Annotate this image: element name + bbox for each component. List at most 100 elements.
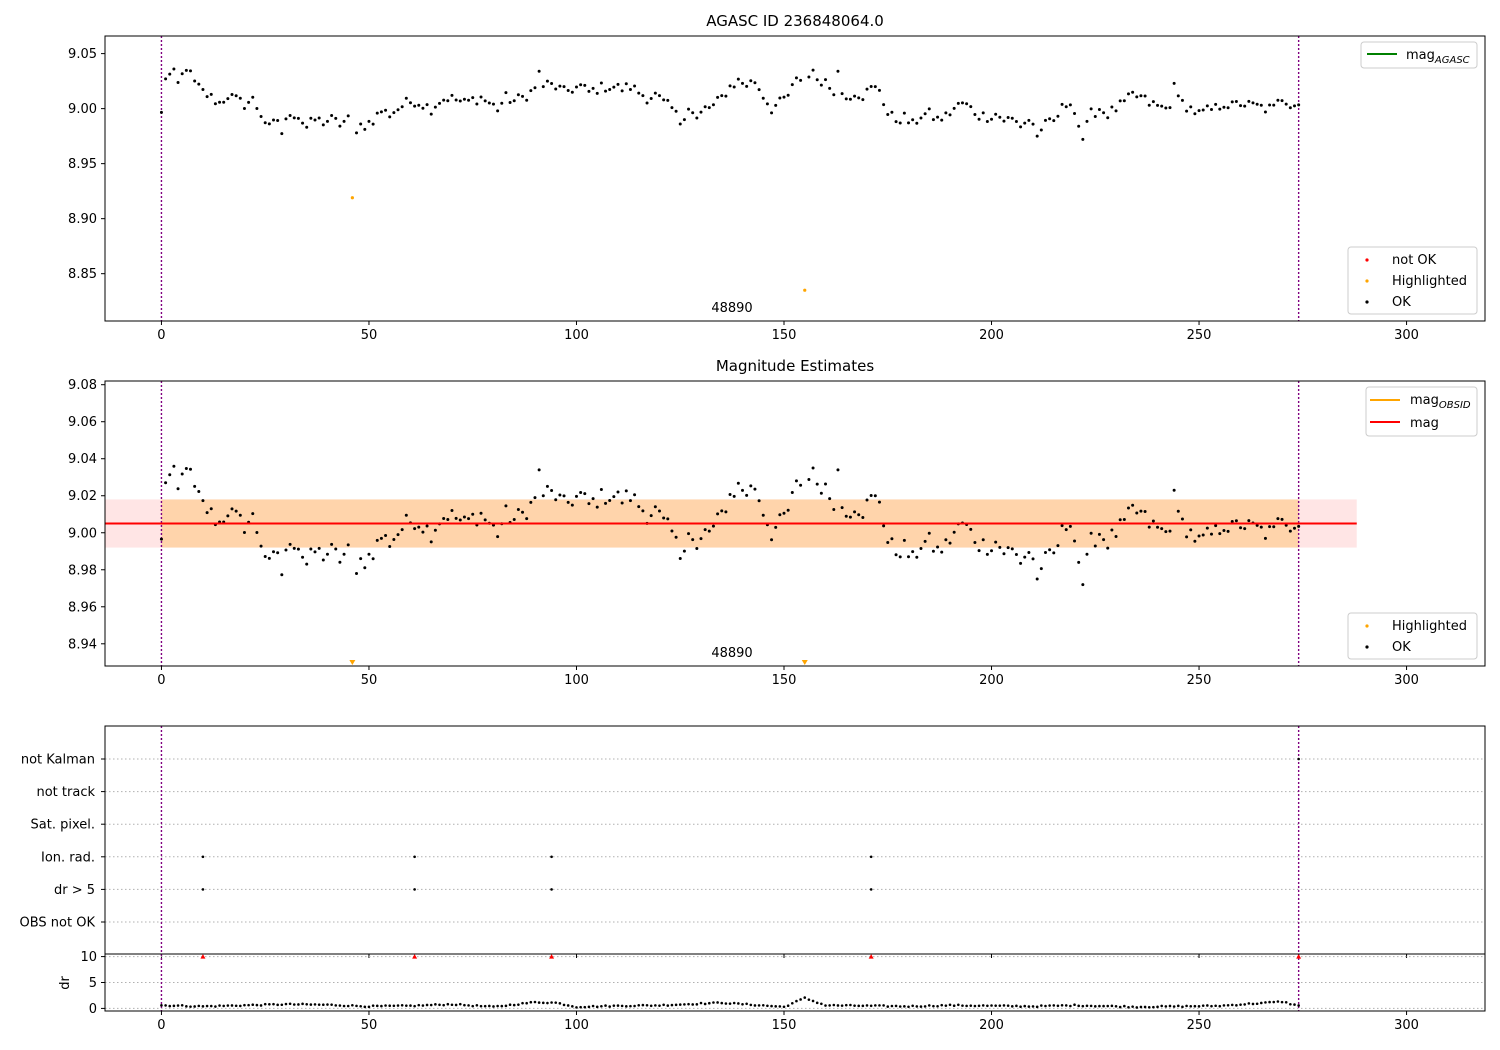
dr-point bbox=[861, 1004, 865, 1008]
ok-point bbox=[790, 83, 794, 87]
ok-point bbox=[886, 541, 890, 545]
ok-point bbox=[309, 547, 313, 551]
ok-point bbox=[1218, 107, 1222, 111]
ok-point bbox=[890, 537, 894, 541]
ok-point bbox=[894, 120, 898, 124]
ok-point bbox=[1031, 557, 1035, 561]
x-tick-label: 250 bbox=[1187, 328, 1212, 343]
ok-point bbox=[371, 557, 375, 561]
dr-point bbox=[911, 1004, 914, 1008]
ok-point bbox=[1147, 525, 1151, 529]
ok-point bbox=[1243, 527, 1247, 531]
dr-point bbox=[384, 1004, 387, 1007]
ok-point bbox=[442, 98, 446, 102]
ok-point bbox=[172, 67, 176, 71]
legend-highlighted-label-2: Highlighted bbox=[1392, 619, 1467, 634]
flag-row-label: dr > 5 bbox=[54, 883, 95, 898]
ok-point bbox=[641, 94, 645, 98]
ok-point bbox=[1048, 548, 1052, 552]
ok-point bbox=[687, 107, 691, 111]
y-tick-label: 8.98 bbox=[68, 563, 97, 578]
ok-point bbox=[496, 535, 500, 539]
dr-point bbox=[898, 1005, 902, 1008]
ok-point bbox=[404, 513, 408, 517]
dr-point bbox=[280, 1003, 284, 1007]
legend-ok-marker-2 bbox=[1365, 645, 1369, 649]
dr-point bbox=[263, 1002, 267, 1006]
ok-point bbox=[313, 550, 317, 554]
ok-point bbox=[558, 84, 562, 88]
ok-point bbox=[994, 540, 998, 544]
dr-point bbox=[695, 1003, 699, 1006]
ok-point bbox=[1288, 106, 1292, 110]
ok-point bbox=[774, 525, 778, 529]
dr-point bbox=[1106, 1004, 1110, 1008]
dr-point bbox=[840, 1004, 844, 1007]
ok-point bbox=[670, 106, 674, 110]
ok-point bbox=[238, 96, 242, 100]
dr-point bbox=[1264, 1001, 1267, 1004]
ok-point bbox=[583, 83, 587, 87]
dr-point bbox=[380, 1004, 383, 1008]
dr-point bbox=[770, 1004, 773, 1008]
ok-point bbox=[1214, 102, 1218, 106]
ok-point bbox=[296, 116, 300, 120]
ok-point bbox=[956, 101, 960, 105]
ok-point bbox=[471, 96, 475, 100]
dr-point bbox=[239, 1004, 242, 1008]
ok-point bbox=[1176, 509, 1180, 513]
ok-point bbox=[334, 547, 338, 551]
ok-point bbox=[753, 487, 757, 491]
legend-mag-agasc-subscript: AGASC bbox=[1434, 55, 1470, 66]
panel-2-point-legend: Highlighted OK bbox=[1347, 612, 1478, 660]
dr-point bbox=[512, 1003, 516, 1007]
ok-point bbox=[288, 542, 292, 546]
dr-point bbox=[678, 1003, 682, 1006]
ok-point bbox=[1002, 552, 1006, 556]
dr-point bbox=[616, 1004, 620, 1007]
ok-point bbox=[1226, 106, 1230, 110]
dr-point bbox=[554, 1001, 558, 1004]
dr-point bbox=[641, 1003, 645, 1007]
ok-point bbox=[230, 92, 234, 96]
dr-point bbox=[612, 1004, 616, 1007]
ok-point bbox=[205, 95, 209, 99]
dr-point bbox=[322, 1003, 325, 1007]
ok-point bbox=[857, 96, 861, 100]
ok-point bbox=[786, 93, 790, 97]
ok-point bbox=[1102, 111, 1106, 115]
dr-point bbox=[583, 1005, 587, 1009]
ok-point bbox=[159, 537, 163, 541]
dr-point bbox=[446, 1002, 450, 1006]
ok-point bbox=[637, 505, 641, 509]
dr-point bbox=[1259, 1001, 1263, 1005]
dr-point bbox=[1110, 1004, 1114, 1008]
highlighted-point bbox=[803, 288, 807, 292]
dr-point bbox=[1176, 1004, 1180, 1008]
ok-point bbox=[649, 514, 653, 518]
ok-point bbox=[226, 514, 230, 518]
ok-point bbox=[707, 529, 711, 533]
ok-point bbox=[1205, 526, 1209, 530]
flag-point bbox=[550, 855, 553, 859]
ok-point bbox=[159, 110, 163, 114]
dr-point bbox=[1243, 1003, 1246, 1006]
dr-point bbox=[562, 1003, 566, 1007]
ok-point bbox=[844, 97, 848, 101]
ok-point bbox=[1135, 95, 1139, 99]
ok-point bbox=[379, 110, 383, 114]
ok-point bbox=[919, 546, 923, 550]
ok-point bbox=[222, 100, 226, 104]
dr-point bbox=[1156, 1005, 1159, 1009]
dr-point bbox=[1069, 1004, 1072, 1008]
ok-point bbox=[570, 90, 574, 94]
ok-point bbox=[1222, 105, 1226, 109]
dr-point bbox=[587, 1005, 591, 1009]
dr-point bbox=[438, 1003, 441, 1007]
ok-point bbox=[1292, 104, 1296, 108]
ok-point bbox=[1085, 552, 1089, 556]
ok-point bbox=[1189, 105, 1193, 109]
dr-point bbox=[288, 1002, 292, 1006]
flag-point bbox=[201, 888, 205, 891]
